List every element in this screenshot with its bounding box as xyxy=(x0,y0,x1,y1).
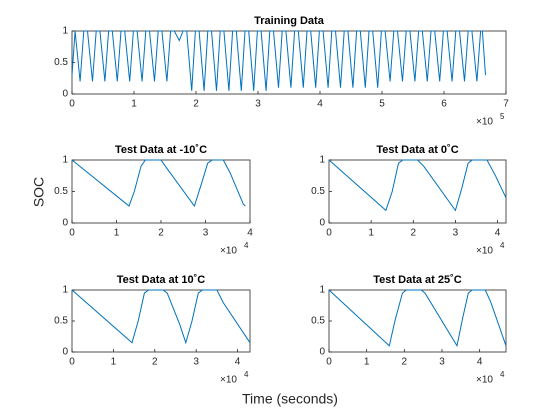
y-tick-label: 0 xyxy=(319,218,325,229)
x-tick-label: 0 xyxy=(326,228,332,239)
data-line xyxy=(328,159,507,212)
x-tick-label: 2 xyxy=(158,228,164,239)
x-tick-label: 3 xyxy=(193,357,199,368)
x-tick-label: 5 xyxy=(379,99,385,110)
axes-box xyxy=(71,289,251,353)
y-tick-label: 0 xyxy=(62,347,68,358)
y-tick-label: 1 xyxy=(62,26,68,37)
y-tick-label: 0.5 xyxy=(311,186,325,197)
y-tick-label: 1 xyxy=(319,155,325,166)
x-exponent: 4 xyxy=(500,241,505,250)
x-exponent: 4 xyxy=(500,370,505,379)
x-tick-label: 2 xyxy=(193,99,199,110)
axes-box xyxy=(71,159,251,224)
x-tick-label: 3 xyxy=(203,228,209,239)
data-line xyxy=(71,30,486,91)
y-tick-label: 1 xyxy=(62,155,68,166)
x-tick-label: 0 xyxy=(326,357,332,368)
x-exponent-base: ×10 xyxy=(220,375,237,386)
y-axis-label: SOC xyxy=(31,177,47,207)
x-tick-label: 1 xyxy=(131,99,137,110)
x-tick-label: 0 xyxy=(69,357,75,368)
y-tick-label: 0.5 xyxy=(54,316,68,327)
x-tick-label: 3 xyxy=(255,99,261,110)
x-tick-label: 3 xyxy=(439,357,445,368)
y-tick-label: 0 xyxy=(62,89,68,100)
chart-title: Test Data at 10˚C xyxy=(117,274,205,286)
x-exponent-base: ×10 xyxy=(476,246,493,257)
x-tick-label: 0 xyxy=(69,99,75,110)
x-tick-label: 7 xyxy=(503,99,509,110)
data-line xyxy=(71,289,251,345)
y-tick-label: 1 xyxy=(62,285,68,296)
x-tick-label: 4 xyxy=(477,357,483,368)
x-exponent: 5 xyxy=(500,112,505,121)
x-exponent: 4 xyxy=(244,370,249,379)
axes-box xyxy=(328,289,507,353)
y-tick-label: 0.5 xyxy=(311,316,325,327)
x-tick-label: 4 xyxy=(317,99,323,110)
chart-title: Test Data at 25˚C xyxy=(373,274,461,286)
x-tick-label: 1 xyxy=(111,357,117,368)
x-tick-label: 3 xyxy=(453,228,459,239)
data-line xyxy=(328,289,507,348)
chart-title: Test Data at -10˚C xyxy=(115,144,207,156)
chart-title: Test Data at 0˚C xyxy=(376,144,458,156)
x-tick-label: 4 xyxy=(235,357,241,368)
x-tick-label: 4 xyxy=(247,228,253,239)
x-exponent-base: ×10 xyxy=(476,117,493,128)
y-tick-label: 1 xyxy=(319,285,325,296)
x-tick-label: 1 xyxy=(368,228,374,239)
x-tick-label: 4 xyxy=(495,228,501,239)
y-tick-label: 0 xyxy=(62,218,68,229)
y-tick-label: 0 xyxy=(319,347,325,358)
x-exponent-base: ×10 xyxy=(220,246,237,257)
y-tick-label: 0.5 xyxy=(54,186,68,197)
x-tick-label: 1 xyxy=(114,228,120,239)
x-tick-label: 2 xyxy=(402,357,408,368)
x-axis-label: Time (seconds) xyxy=(242,391,338,407)
x-tick-label: 0 xyxy=(69,228,75,239)
x-tick-label: 6 xyxy=(441,99,447,110)
x-exponent: 4 xyxy=(244,241,249,250)
axes-box xyxy=(328,159,507,224)
x-tick-label: 2 xyxy=(152,357,158,368)
y-tick-label: 0.5 xyxy=(54,57,68,68)
data-line xyxy=(71,159,246,208)
x-tick-label: 2 xyxy=(411,228,417,239)
x-exponent-base: ×10 xyxy=(476,375,493,386)
x-tick-label: 1 xyxy=(364,357,370,368)
chart-title: Training Data xyxy=(254,15,325,27)
